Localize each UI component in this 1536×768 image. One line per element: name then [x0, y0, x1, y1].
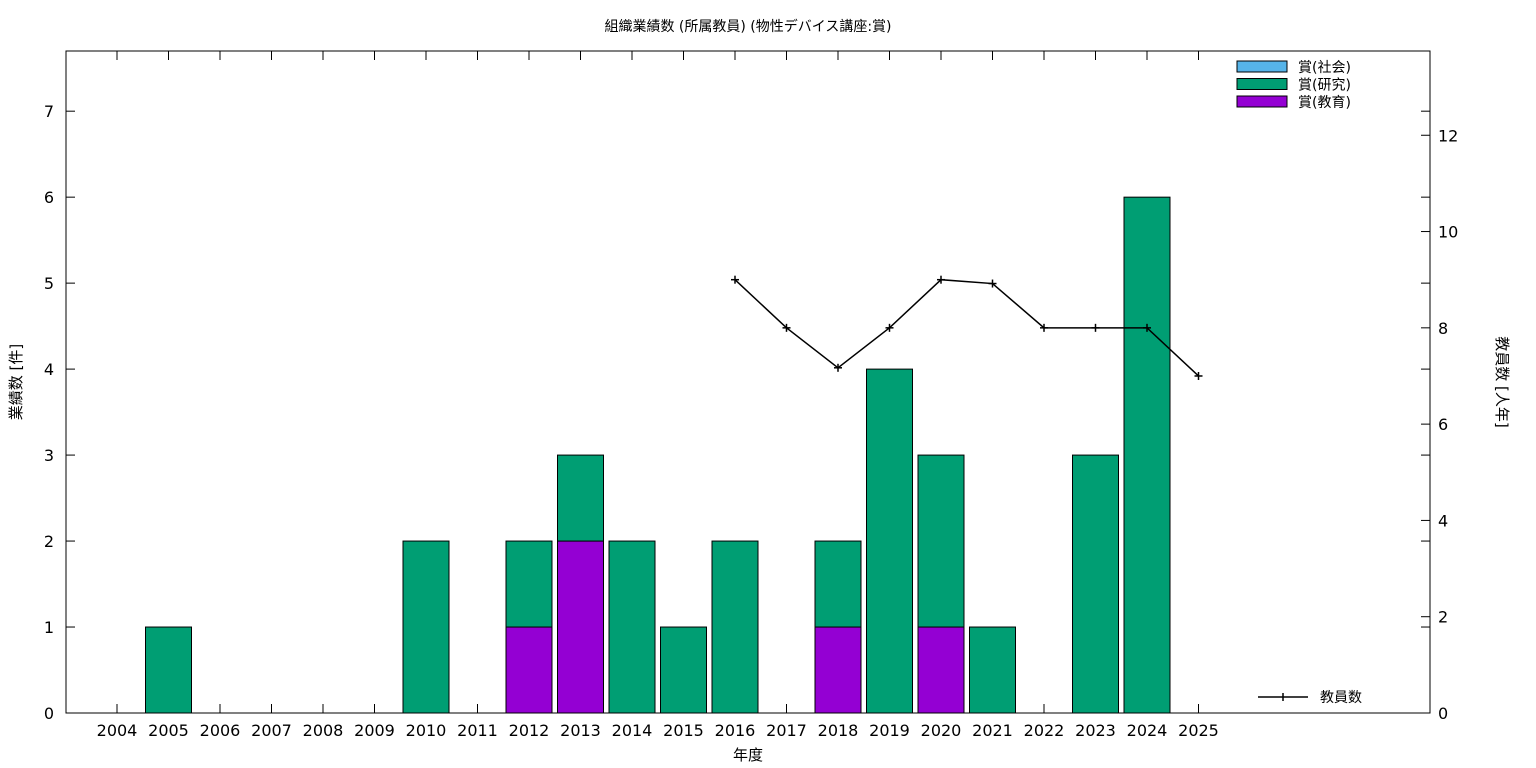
y-tick-label: 7 — [44, 102, 54, 121]
x-tick-label: 2018 — [818, 721, 859, 740]
bars — [145, 196, 1171, 714]
y-tick-label: 3 — [44, 446, 54, 465]
staff-line-point — [834, 363, 842, 372]
x-tick-label: 2009 — [354, 721, 395, 740]
legend-swatch — [1236, 95, 1288, 108]
bar-segment — [711, 540, 759, 714]
bar-segment — [814, 626, 862, 714]
x-tick-label: 2015 — [663, 721, 704, 740]
y-tick-label: 1 — [44, 618, 54, 637]
y2-tick-label: 10 — [1438, 223, 1458, 242]
y-tick-label: 5 — [44, 274, 54, 293]
bar-segment — [402, 540, 450, 714]
x-tick-label: 2023 — [1075, 721, 1116, 740]
x-tick-label: 2020 — [921, 721, 962, 740]
y2-tick-label: 0 — [1438, 704, 1448, 723]
staff-line-point — [1040, 323, 1048, 332]
x-tick-label: 2014 — [612, 721, 653, 740]
x-tick-label: 2011 — [457, 721, 498, 740]
x-tick-label: 2012 — [509, 721, 550, 740]
staff-line-point — [1194, 371, 1203, 380]
bar-segment — [866, 368, 913, 714]
x-tick-label: 2013 — [560, 721, 601, 740]
y-tick-label: 4 — [44, 360, 54, 379]
bar-segment — [608, 540, 656, 714]
line-legend-label: 教員数 — [1320, 690, 1362, 706]
staff-line-point — [1091, 323, 1100, 332]
y2-axis-label: 教員数 [人年] — [1493, 336, 1511, 427]
chart-title: 組織業績数 (所属教員) (物性デバイス講座:賞) — [604, 18, 891, 35]
x-axis-label: 年度 — [733, 746, 763, 764]
x-tick-label: 2024 — [1127, 721, 1168, 740]
staff-line — [731, 275, 1203, 380]
legend-label: 賞(教育) — [1298, 95, 1351, 111]
bar-segment — [505, 626, 553, 714]
bar-segment — [145, 626, 192, 714]
line-legend: 教員数 — [1258, 690, 1362, 706]
x-tick-label: 2010 — [406, 721, 447, 740]
x-axis: 2004 2005 2006 2007 2008 2009 2010 2011 2012 2013… — [97, 51, 1219, 740]
x-tick-label: 2005 — [148, 721, 189, 740]
y2-tick-label: 12 — [1438, 126, 1458, 145]
staff-line-path — [734, 278, 1200, 377]
legend-swatch — [1236, 60, 1288, 73]
x-tick-label: 2025 — [1178, 721, 1219, 740]
x-tick-label: 2006 — [200, 721, 241, 740]
bar-segment — [660, 626, 707, 714]
legend-label: 賞(社会) — [1298, 60, 1351, 76]
x-tick-label: 2022 — [1024, 721, 1065, 740]
x-tick-label: 2008 — [303, 721, 344, 740]
bar-segment — [1123, 196, 1171, 714]
y-tick-label: 0 — [44, 704, 54, 723]
bar-segment — [557, 540, 604, 714]
y2-tick-label: 4 — [1438, 511, 1448, 530]
y-tick-label: 2 — [44, 532, 54, 551]
bar-segment — [969, 626, 1016, 714]
legend-label: 賞(研究) — [1298, 78, 1351, 94]
x-tick-label: 2016 — [715, 721, 756, 740]
x-tick-label: 2007 — [251, 721, 292, 740]
bar-segment — [505, 540, 553, 628]
staff-line-point — [1143, 323, 1151, 332]
y-axis-label: 業績数 [件] — [7, 344, 25, 420]
x-tick-label: 2004 — [97, 721, 138, 740]
y-tick-label: 6 — [44, 188, 54, 207]
y2-tick-label: 2 — [1438, 608, 1448, 627]
staff-line-point — [885, 323, 894, 332]
staff-line-point — [988, 279, 997, 288]
staff-line-point — [731, 275, 739, 284]
legend-swatch — [1236, 78, 1288, 90]
y2-tick-label: 8 — [1438, 319, 1448, 338]
x-tick-label: 2017 — [766, 721, 807, 740]
x-tick-label: 2019 — [869, 721, 910, 740]
legend: 賞(社会) 賞(研究)賞(教育) — [1236, 60, 1351, 111]
x-tick-label: 2021 — [972, 721, 1013, 740]
bar-segment — [1072, 454, 1119, 714]
y-axis-left: 0 1 2 3 4 5 6 7 — [44, 102, 1430, 723]
bar-segment — [917, 454, 965, 628]
y-axis-right: 0 2 4 6 8 10 12 — [1421, 126, 1458, 723]
y2-tick-label: 6 — [1438, 415, 1448, 434]
staff-line-point — [782, 323, 791, 332]
bar-segment — [917, 626, 965, 714]
bar-segment — [814, 540, 862, 628]
bar-segment — [557, 454, 604, 542]
staff-line-point — [937, 275, 945, 284]
